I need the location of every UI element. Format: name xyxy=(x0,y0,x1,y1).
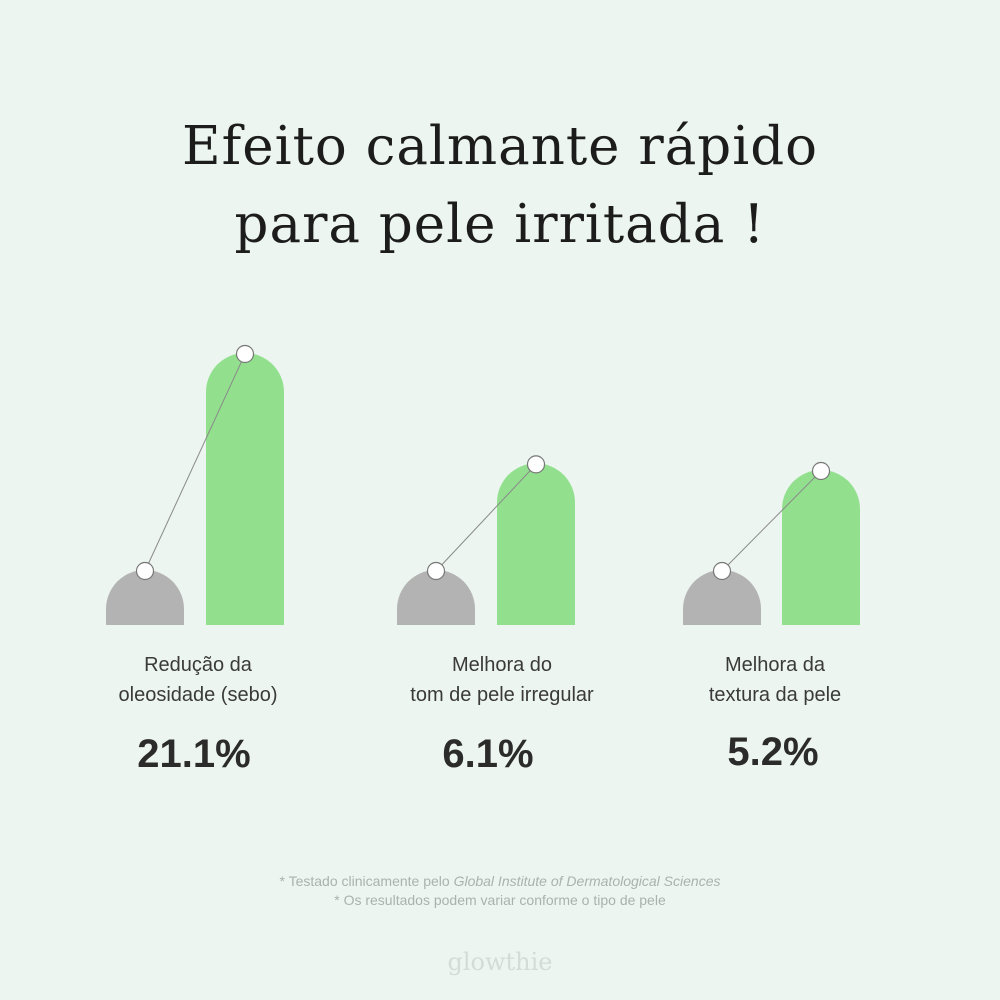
after-marker-3 xyxy=(811,461,831,481)
after-bar-1 xyxy=(206,353,284,625)
before-bar-1 xyxy=(106,570,184,625)
chart-title: Efeito calmante rápido para pele irritad… xyxy=(0,108,1000,264)
category-label-3-line-1: Melhora da xyxy=(724,654,826,676)
connector-line-1 xyxy=(144,353,246,572)
footnote-line-1: * Testado clinicamente pelo Global Insti… xyxy=(0,872,1000,891)
before-marker-2 xyxy=(426,561,446,581)
category-label-3-line-2: textura da pele xyxy=(708,684,842,706)
footnote: * Testado clinicamente pelo Global Insti… xyxy=(0,872,1000,910)
footnote-prefix: * Testado clinicamente pelo xyxy=(279,873,454,889)
before-marker-1 xyxy=(135,561,155,581)
category-label-2: Melhora do tom de pele irregular xyxy=(372,650,632,710)
value-label-1: 21.1% xyxy=(137,732,251,776)
footnote-line-2: * Os resultados podem variar conforme o … xyxy=(334,892,666,908)
category-label-1: Redução da oleosidade (sebo) xyxy=(68,650,328,710)
before-bar-3 xyxy=(683,570,761,625)
after-bar-3 xyxy=(782,470,860,625)
before-marker-3 xyxy=(712,561,732,581)
connector-line-3 xyxy=(721,470,822,572)
after-marker-2 xyxy=(526,455,546,474)
footnote-institute: Global Institute of Dermatological Scien… xyxy=(453,873,721,889)
brand-logo: glowthie xyxy=(447,948,553,976)
after-marker-1 xyxy=(235,344,255,364)
category-label-2-line-1: Melhora do xyxy=(451,654,553,676)
category-label-1-line-1: Redução da xyxy=(144,654,252,676)
category-label-2-line-2: tom de pele irregular xyxy=(410,684,594,706)
chart-title-line-1: Efeito calmante rápido xyxy=(181,116,819,177)
after-bar-2 xyxy=(497,463,575,625)
value-label-3: 5.2% xyxy=(727,730,819,774)
category-label-3: Melhora da textura da pele xyxy=(645,650,905,710)
connector-line-2 xyxy=(435,464,537,572)
chart-title-line-2: para pele irritada ! xyxy=(234,194,766,255)
before-bar-2 xyxy=(397,570,475,625)
category-label-1-line-2: oleosidade (sebo) xyxy=(118,684,278,706)
value-label-2: 6.1% xyxy=(442,732,534,776)
